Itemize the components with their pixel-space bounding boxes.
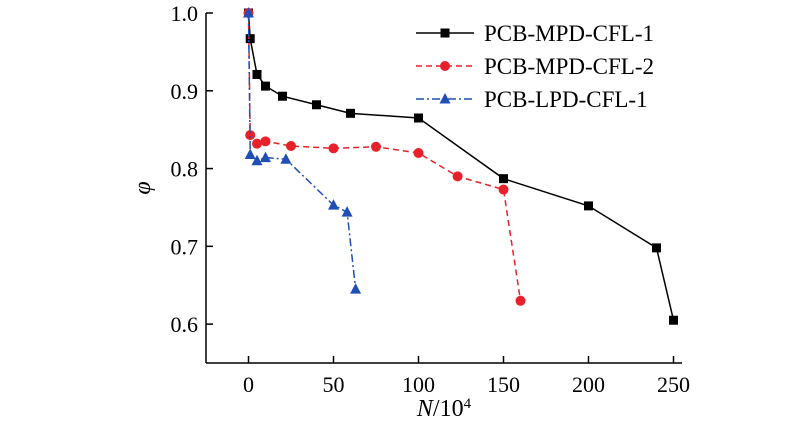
data-point <box>584 201 593 211</box>
data-point <box>328 143 339 154</box>
legend-marker <box>439 93 451 104</box>
data-point <box>413 148 424 158</box>
legend-label: PCB-LPD-CFL-1 <box>484 87 648 112</box>
data-point <box>286 141 296 151</box>
y-tick-label: 0.7 <box>171 234 199 259</box>
data-point <box>350 283 362 294</box>
data-point <box>652 243 661 253</box>
x-ticks: 0 50 100 150 200 250 <box>243 356 690 397</box>
legend-item-1: PCB-MPD-CFL-1 <box>416 21 654 46</box>
data-point <box>280 153 292 164</box>
data-point <box>499 174 508 184</box>
data-point <box>328 199 339 210</box>
data-point <box>244 148 256 160</box>
x-tick-label: 100 <box>402 372 435 397</box>
data-point <box>245 130 256 141</box>
legend-marker <box>440 61 450 71</box>
x-tick-label: 0 <box>243 372 254 397</box>
data-point <box>498 184 509 195</box>
x-tick-label: 150 <box>487 372 520 397</box>
x-tick-label: 50 <box>323 372 345 397</box>
data-point <box>243 7 254 18</box>
data-point <box>252 69 262 79</box>
legend: PCB-MPD-CFL-1 PCB-MPD-CFL-2 PCB-LPD-CFL-1 <box>416 21 654 112</box>
data-point <box>251 154 263 166</box>
axes <box>205 13 682 364</box>
legend-label: PCB-MPD-CFL-2 <box>484 54 654 79</box>
data-point <box>261 81 270 91</box>
y-tick-label: 0.8 <box>171 157 199 182</box>
y-tick-label: 1.0 <box>171 1 199 26</box>
data-point <box>341 206 353 217</box>
y-tick-label: 0.6 <box>171 312 199 337</box>
series-1 <box>244 8 678 325</box>
data-point <box>260 136 271 147</box>
legend-item-2: PCB-MPD-CFL-2 <box>416 54 654 79</box>
series-line <box>247 12 522 301</box>
data-point <box>260 151 271 163</box>
data-point <box>312 100 321 110</box>
y-tick-label: 0.9 <box>171 79 199 104</box>
series-3 <box>243 7 362 294</box>
data-point <box>346 108 355 118</box>
data-point <box>414 113 423 123</box>
data-point <box>245 34 255 44</box>
x-axis-label-unit: /10 <box>433 396 464 422</box>
series-line <box>247 12 357 290</box>
legend-label: PCB-MPD-CFL-1 <box>484 21 654 46</box>
data-point <box>278 91 287 101</box>
x-tick-label: 250 <box>657 372 690 397</box>
data-point <box>371 141 381 152</box>
data-point <box>515 295 526 306</box>
series-line <box>247 12 675 321</box>
x-axis-label-var: N <box>416 396 435 422</box>
legend-item-3: PCB-LPD-CFL-1 <box>416 87 648 112</box>
x-axis-label: N/104 <box>416 396 472 422</box>
series-layer <box>243 7 678 325</box>
y-ticks: 0.6 0.7 0.8 0.9 1.0 <box>171 1 213 337</box>
data-point <box>669 315 678 325</box>
x-axis-label-exponent: 4 <box>464 396 472 412</box>
x-tick-label: 200 <box>572 372 605 397</box>
data-point <box>452 171 463 182</box>
y-axis-label: φ <box>130 181 156 194</box>
data-point <box>252 138 262 149</box>
legend-marker <box>440 28 450 38</box>
